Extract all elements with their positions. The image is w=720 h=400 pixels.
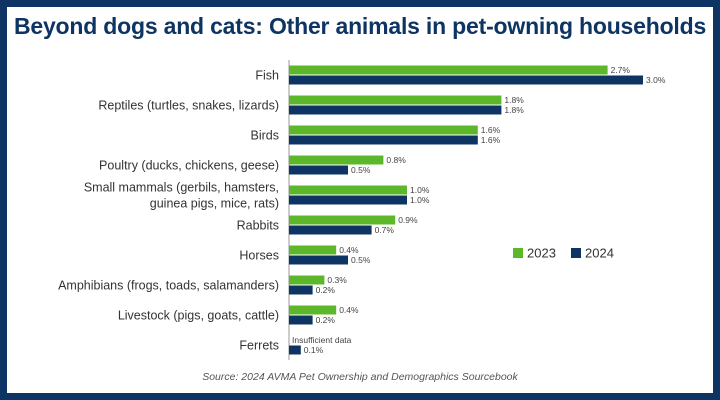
data-label-2024: 3.0%	[646, 75, 666, 85]
category-label: Amphibians (frogs, toads, salamanders)	[58, 279, 279, 293]
legend-swatch-2023	[513, 248, 523, 258]
bar-2023	[289, 305, 337, 315]
bar-2023	[289, 275, 325, 285]
data-label-2023: 0.8%	[386, 155, 406, 165]
bar-2024	[289, 225, 372, 235]
data-label-2023: 0.3%	[327, 275, 347, 285]
data-label-2024: 0.2%	[316, 285, 336, 295]
data-label-2023: 1.8%	[504, 95, 524, 105]
data-label-2024: 1.6%	[481, 135, 501, 145]
category-label: Reptiles (turtles, snakes, lizards)	[98, 99, 279, 113]
bar-2024	[289, 345, 301, 355]
data-label-2024: 1.0%	[410, 195, 430, 205]
bar-2024	[289, 315, 313, 325]
data-label-2023: 1.6%	[481, 125, 501, 135]
bar-2023	[289, 185, 407, 195]
bar-2023	[289, 245, 337, 255]
category-label: Birds	[251, 129, 279, 143]
data-label-2023: Insufficient data	[292, 335, 352, 345]
data-label-2023: 0.9%	[398, 215, 418, 225]
bar-2023	[289, 125, 478, 135]
bar-2024	[289, 195, 407, 205]
category-label: Livestock (pigs, goats, cattle)	[118, 309, 279, 323]
data-label-2024: 0.2%	[316, 315, 336, 325]
category-label: Rabbits	[237, 219, 279, 233]
data-label-2024: 0.1%	[304, 345, 324, 355]
data-label-2023: 0.4%	[339, 245, 359, 255]
category-label: Small mammals (gerbils, hamsters, guinea …	[84, 181, 279, 211]
bar-2024	[289, 165, 348, 175]
category-label: Ferrets	[239, 339, 279, 353]
data-label-2023: 0.4%	[339, 305, 359, 315]
bar-2023	[289, 65, 608, 75]
bar-2024	[289, 135, 478, 145]
category-label: Fish	[255, 69, 279, 83]
source-note: Source: 2024 AVMA Pet Ownership and Demo…	[202, 371, 518, 383]
bar-2023	[289, 215, 396, 225]
data-label-2024: 0.7%	[375, 225, 395, 235]
data-label-2023: 2.7%	[611, 65, 631, 75]
category-label: Horses	[239, 249, 279, 263]
bar-2024	[289, 255, 348, 265]
legend-label-2024: 2024	[585, 246, 614, 261]
bar-2024	[289, 75, 643, 85]
chart-title: Beyond dogs and cats: Other animals in p…	[13, 13, 707, 39]
bar-2024	[289, 105, 502, 115]
category-label: Poultry (ducks, chickens, geese)	[99, 159, 279, 173]
bar-2023	[289, 95, 502, 105]
data-label-2023: 1.0%	[410, 185, 430, 195]
legend-label-2023: 2023	[527, 246, 556, 261]
bar-2023	[289, 155, 384, 165]
bar-2024	[289, 285, 313, 295]
legend-swatch-2024	[571, 248, 581, 258]
data-label-2024: 0.5%	[351, 165, 371, 175]
data-label-2024: 1.8%	[504, 105, 524, 115]
data-label-2024: 0.5%	[351, 255, 371, 265]
